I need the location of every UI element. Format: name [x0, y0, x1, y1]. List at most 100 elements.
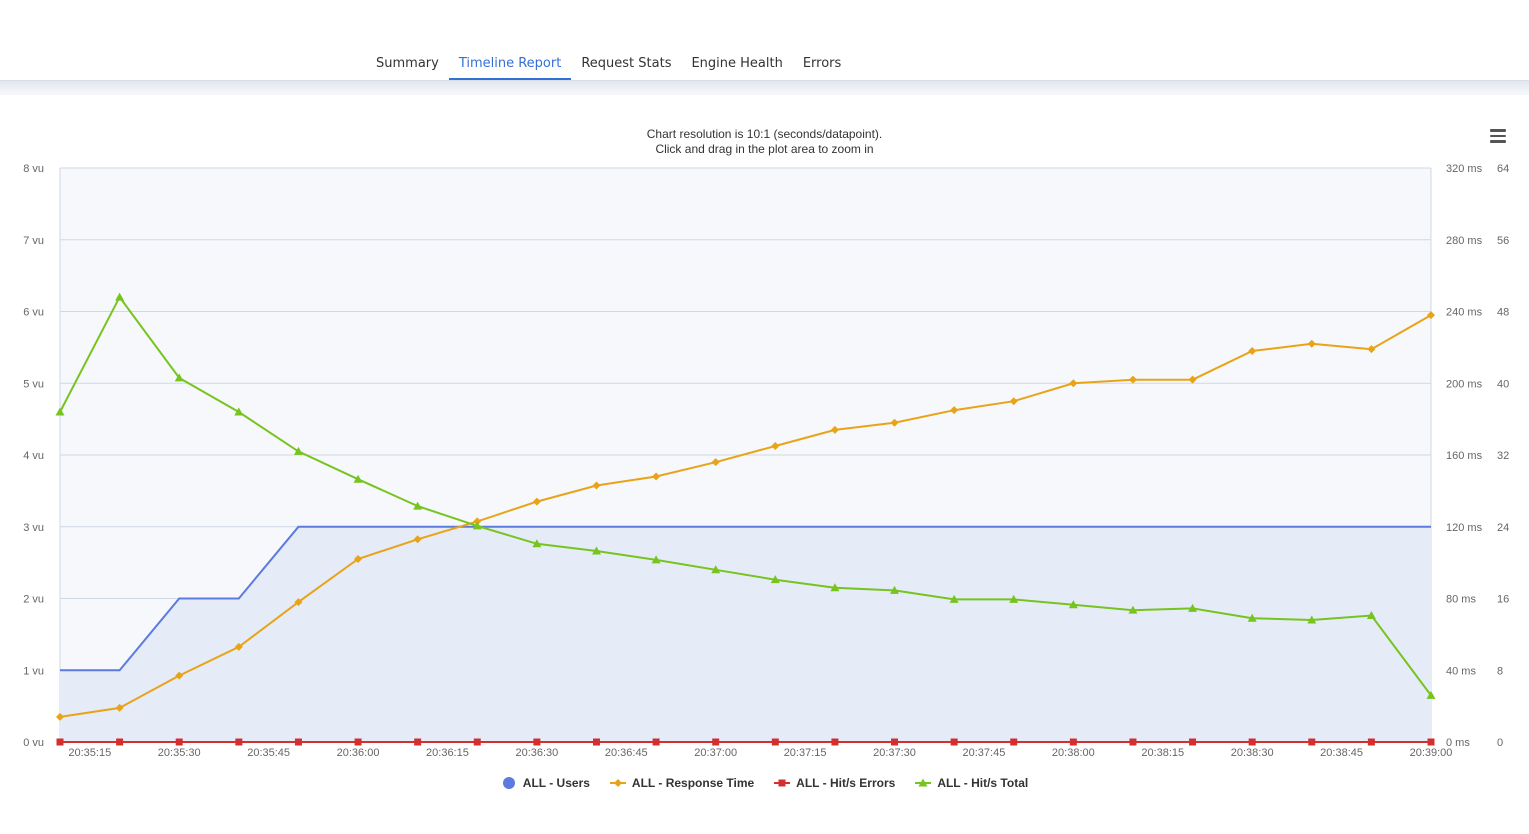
point-all-hit-s-total [55, 407, 65, 416]
point-all-hit-s-total [1307, 615, 1317, 624]
point-all-response-time [592, 481, 601, 490]
point-all-response-time [950, 406, 959, 415]
legend-label: ALL - Response Time [631, 776, 755, 790]
point-all-hit-s-errors [1367, 738, 1375, 746]
y-tick-label-hits: 56 [1497, 235, 1509, 247]
header-shadow [0, 81, 1529, 95]
y-tick-label-response: 240 ms [1446, 307, 1483, 319]
chart-plot-svg[interactable]: 0 vu 0 ms 0 1 vu 40 ms 8 2 vu 80 ms 16 3 vu 120 ms… [0, 95, 1529, 775]
point-all-response-time [1128, 375, 1137, 384]
x-tick-label: 20:38:45 [1320, 747, 1363, 759]
point-all-hit-s-errors [771, 738, 779, 746]
y-tick-label-users: 3 vu [23, 522, 44, 534]
tab-timeline-report[interactable]: Timeline Report [448, 50, 572, 80]
point-all-hit-s-total [591, 546, 601, 555]
point-all-hit-s-errors [831, 738, 839, 746]
point-all-response-time [1188, 375, 1197, 384]
tab-request-stats[interactable]: Request Stats [581, 56, 672, 71]
x-tick-label: 20:36:00 [337, 747, 380, 759]
legend-item[interactable]: ALL - Users [501, 776, 590, 790]
point-all-hit-s-errors [1308, 738, 1316, 746]
tabs-bar: Summary Timeline Report Request Stats En… [0, 0, 1529, 81]
legend-item[interactable]: ALL - Hit/s Total [915, 776, 1028, 790]
point-all-hit-s-errors [1248, 738, 1256, 746]
point-all-hit-s-total [234, 407, 244, 416]
y-tick-label-response: 120 ms [1446, 522, 1483, 534]
tab-errors[interactable]: Errors [802, 56, 842, 71]
point-all-hit-s-total [890, 585, 900, 594]
point-all-response-time [56, 712, 64, 721]
legend-symbol [502, 777, 515, 789]
y-tick-label-response: 0 ms [1446, 737, 1470, 749]
y-tick-label-users: 0 vu [23, 737, 44, 749]
point-all-hit-s-errors [652, 738, 660, 746]
point-all-hit-s-errors [354, 738, 362, 746]
point-all-response-time [771, 442, 780, 451]
x-tick-label: 20:38:15 [1141, 747, 1184, 759]
point-all-hit-s-errors [56, 738, 64, 746]
point-all-hit-s-errors [473, 738, 481, 746]
legend-label: ALL - Users [522, 776, 590, 790]
point-all-hit-s-errors [592, 738, 600, 746]
legend-item[interactable]: ALL - Hit/s Errors [774, 776, 895, 790]
point-all-hit-s-errors [116, 738, 124, 746]
point-all-hit-s-total [770, 575, 780, 584]
point-all-hit-s-total [174, 373, 184, 382]
legend-item[interactable]: ALL - Response Time [609, 776, 755, 790]
y-tick-label-hits: 40 [1497, 378, 1509, 390]
point-all-hit-s-total [949, 594, 959, 603]
point-all-hit-s-total [711, 565, 721, 574]
x-tick-label: 20:36:30 [515, 747, 558, 759]
chart-subtitle-resolution: Chart resolution is 10:1 (seconds/datapo… [646, 127, 883, 141]
x-tick-label: 20:37:45 [963, 747, 1006, 759]
point-all-hit-s-errors [1189, 738, 1197, 746]
y-tick-label-hits: 8 [1497, 665, 1503, 677]
point-all-hit-s-total [1188, 603, 1198, 612]
hamburger-menu-icon[interactable] [1484, 125, 1512, 147]
y-tick-label-response: 200 ms [1446, 378, 1483, 390]
legend-symbol [774, 779, 791, 787]
point-all-response-time [1248, 346, 1257, 355]
point-all-hit-s-errors [1010, 738, 1018, 746]
y-tick-label-users: 4 vu [23, 450, 44, 462]
point-all-response-time [234, 642, 243, 651]
series-line-all-users [60, 525, 1431, 672]
point-all-hit-s-total [830, 583, 840, 592]
y-tick-label-hits: 64 [1497, 163, 1509, 175]
point-all-response-time [652, 472, 661, 481]
y-tick-label-users: 5 vu [23, 378, 44, 390]
legend-label: ALL - Hit/s Errors [796, 776, 896, 790]
point-all-response-time [1069, 379, 1078, 388]
point-all-response-time [1427, 311, 1435, 320]
y-tick-label-response: 40 ms [1446, 665, 1476, 677]
point-all-hit-s-total [1009, 594, 1019, 603]
y-tick-label-response: 80 ms [1446, 594, 1476, 606]
tab-summary[interactable]: Summary [376, 56, 439, 71]
point-all-hit-s-total [1366, 611, 1376, 620]
point-all-response-time [175, 671, 184, 680]
y-tick-label-response: 280 ms [1446, 235, 1483, 247]
point-all-response-time [1367, 345, 1376, 354]
point-all-response-time [1009, 397, 1018, 406]
point-all-hit-s-errors [235, 738, 243, 746]
point-all-hit-s-errors [1069, 738, 1077, 746]
x-tick-label: 20:38:00 [1052, 747, 1095, 759]
chart-legend: ALL - Users ALL - Response Time ALL - Hit/… [0, 776, 1529, 790]
point-all-hit-s-errors [891, 738, 899, 746]
report-tabs: Summary Timeline Report Request Stats En… [366, 50, 851, 80]
y-tick-label-hits: 48 [1497, 307, 1509, 319]
point-all-hit-s-total [115, 292, 125, 301]
point-all-response-time [294, 598, 303, 607]
x-tick-label: 20:35:15 [68, 747, 111, 759]
point-all-response-time [711, 458, 720, 467]
x-tick-label: 20:37:15 [784, 747, 827, 759]
tab-engine-health[interactable]: Engine Health [691, 56, 783, 71]
x-tick-label: 20:35:45 [247, 747, 290, 759]
timeline-chart: Chart resolution is 10:1 (seconds/datapo… [0, 95, 1529, 834]
point-all-hit-s-total [472, 521, 482, 530]
point-all-response-time [830, 425, 839, 434]
x-tick-label: 20:39:00 [1410, 747, 1453, 759]
point-all-hit-s-total [1426, 690, 1436, 699]
point-all-hit-s-total [1247, 613, 1257, 622]
series-line-all-response-time [59, 314, 1432, 718]
